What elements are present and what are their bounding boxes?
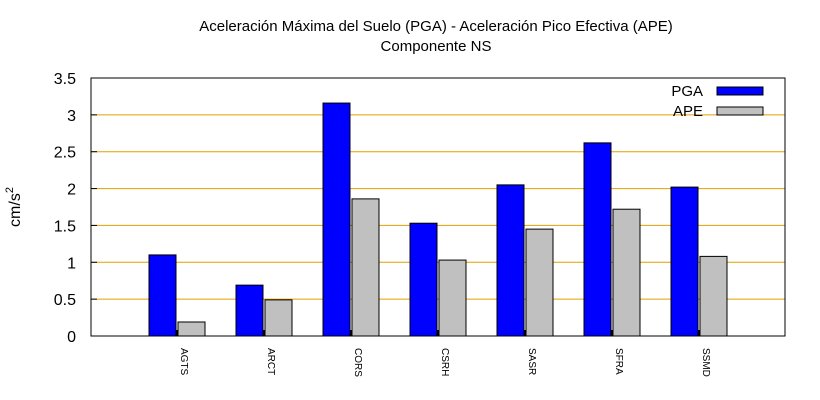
legend-label-ape: APE (673, 103, 703, 120)
bar-pga-agts (148, 254, 177, 337)
legend-swatch-ape (716, 106, 764, 116)
bar-pga-sasr (496, 184, 525, 337)
y-axis-ticks: 0 0.5 1 1.5 2 2.5 3 3.5 (54, 71, 97, 346)
bar-ape-cors (351, 198, 380, 337)
y-tick-label-2: 1 (67, 255, 76, 272)
y-tick-label-7: 3.5 (54, 71, 76, 88)
bar-ape-csrh (438, 259, 467, 337)
bar-pga-arct (235, 284, 264, 337)
bar-pga-cors (322, 102, 351, 337)
chart-title: Aceleración Máxima del Suelo (PGA) - Ace… (199, 18, 673, 35)
bar-ape-arct (264, 299, 293, 337)
x-tick-label-sfra: SFRA (613, 348, 624, 375)
bar-pga-ssmd (670, 186, 699, 337)
y-tick-label-6: 3 (67, 108, 76, 125)
x-tick-label-sasr: SASR (526, 348, 537, 375)
bar-ape-sfra (612, 208, 641, 337)
x-tick-label-arct: ARCT (265, 348, 276, 375)
legend-label-pga: PGA (671, 83, 703, 100)
y-tick-label-3: 1.5 (54, 218, 76, 235)
y-tick-label-1: 0.5 (54, 292, 76, 309)
bars (148, 102, 728, 337)
bar-pga-sfra (583, 142, 612, 337)
y-tick-label-5: 2.5 (54, 145, 76, 162)
bar-pga-csrh (409, 222, 438, 337)
x-tick-label-csrh: CSRH (439, 348, 450, 376)
bar-ape-agts (177, 321, 206, 337)
bar-ape-sasr (525, 228, 554, 337)
y-tick-label-0: 0 (67, 329, 76, 346)
x-tick-label-cors: CORS (352, 348, 363, 377)
grid-lines (91, 114, 785, 300)
y-axis-label: cm/s2 (4, 187, 24, 227)
plot-frame (90, 77, 786, 337)
bar-ape-ssmd (699, 255, 728, 337)
x-axis-categories: AGTS ARCT CORS CSRH SASR SFRA SSMD (176, 330, 711, 377)
chart-subtitle: Componente NS (381, 38, 492, 55)
y-tick-label-4: 2 (67, 182, 76, 199)
legend: PGA APE (671, 83, 764, 120)
x-tick-label-agts: AGTS (178, 348, 189, 376)
legend-swatch-pga (716, 86, 764, 96)
y-axis-label-superscript: 2 (4, 187, 16, 193)
x-tick-label-ssmd: SSMD (700, 348, 711, 377)
